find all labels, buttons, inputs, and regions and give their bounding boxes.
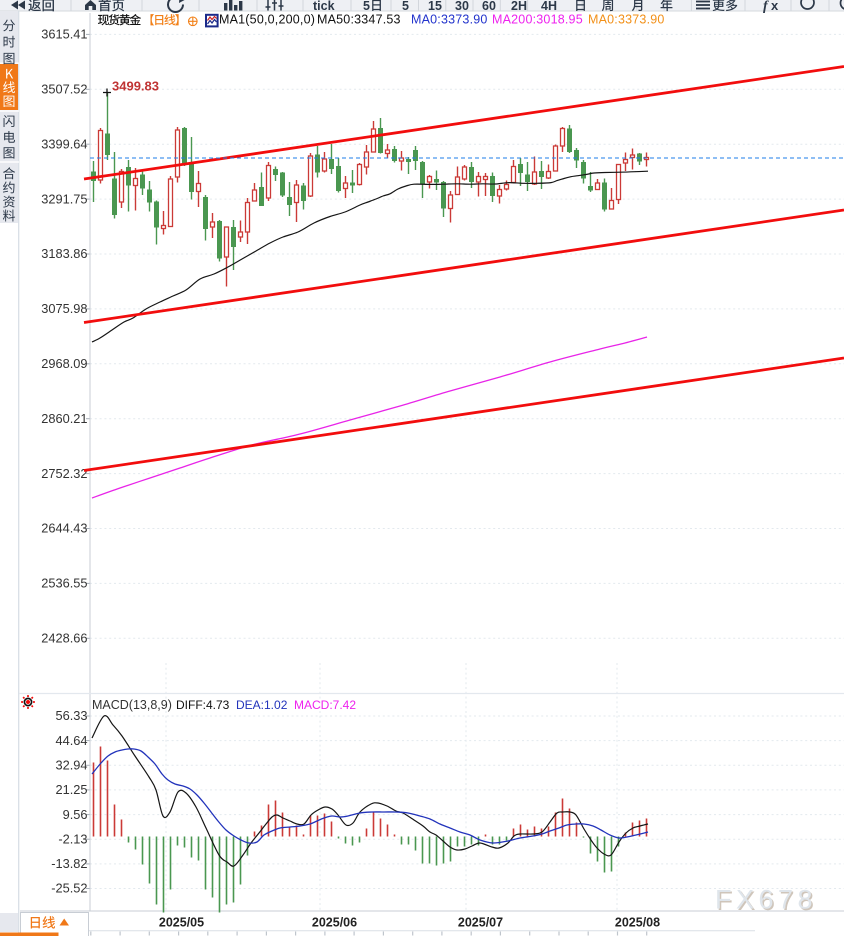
svg-text:MA50:3347.53: MA50:3347.53 [317, 13, 401, 27]
svg-text:3075.98: 3075.98 [41, 301, 87, 316]
svg-text:4H: 4H [541, 0, 557, 13]
svg-text:DEA:1.02: DEA:1.02 [236, 698, 288, 712]
svg-text:3507.52: 3507.52 [41, 82, 87, 97]
svg-text:FX678: FX678 [715, 885, 817, 915]
svg-text:9.56: 9.56 [63, 807, 88, 822]
svg-text:30: 30 [455, 0, 469, 13]
svg-text:MA0:3373.90: MA0:3373.90 [411, 13, 488, 27]
svg-text:21.25: 21.25 [55, 782, 87, 797]
svg-text:2025/05: 2025/05 [159, 916, 204, 930]
svg-text:3291.75: 3291.75 [41, 191, 87, 206]
svg-text:MACD(13,8,9): MACD(13,8,9) [92, 698, 172, 712]
svg-text:-2.13: -2.13 [58, 831, 87, 846]
svg-text:56.33: 56.33 [55, 708, 87, 723]
svg-text:5: 5 [402, 0, 409, 13]
svg-text:DIFF:4.73: DIFF:4.73 [176, 698, 230, 712]
svg-text:FX678: FX678 [717, 886, 819, 916]
svg-text:-13.82: -13.82 [51, 856, 87, 871]
svg-text:x: x [771, 0, 779, 13]
svg-text:2860.21: 2860.21 [41, 411, 87, 426]
svg-text:2025/08: 2025/08 [615, 916, 660, 930]
svg-text:32.94: 32.94 [55, 758, 87, 773]
svg-text:2536.55: 2536.55 [41, 576, 87, 591]
svg-text:-25.52: -25.52 [51, 881, 87, 896]
svg-text:MA1(50,0,200,0): MA1(50,0,200,0) [219, 13, 315, 27]
svg-text:2752.32: 2752.32 [41, 466, 87, 481]
svg-text:44.64: 44.64 [55, 733, 87, 748]
svg-text:3499.83: 3499.83 [112, 79, 159, 94]
svg-text:f: f [763, 0, 769, 14]
svg-text:15: 15 [428, 0, 442, 13]
svg-text:3183.86: 3183.86 [41, 246, 87, 261]
svg-text:3615.41: 3615.41 [41, 27, 87, 42]
svg-text:60: 60 [482, 0, 496, 13]
svg-text:3399.64: 3399.64 [41, 136, 87, 151]
svg-text:MA200:3018.95: MA200:3018.95 [492, 13, 583, 27]
svg-text:2428.66: 2428.66 [41, 631, 87, 646]
svg-text:2025/06: 2025/06 [312, 916, 357, 930]
svg-text:2H: 2H [511, 0, 527, 13]
svg-text:5: 5 [363, 0, 370, 13]
svg-text:MACD:7.42: MACD:7.42 [294, 698, 356, 712]
svg-text:2644.43: 2644.43 [41, 521, 87, 536]
svg-text:tick: tick [313, 0, 335, 13]
svg-text:2968.09: 2968.09 [41, 356, 87, 371]
svg-text:2025/07: 2025/07 [458, 916, 503, 930]
svg-text:MA0:3373.90: MA0:3373.90 [588, 13, 665, 27]
